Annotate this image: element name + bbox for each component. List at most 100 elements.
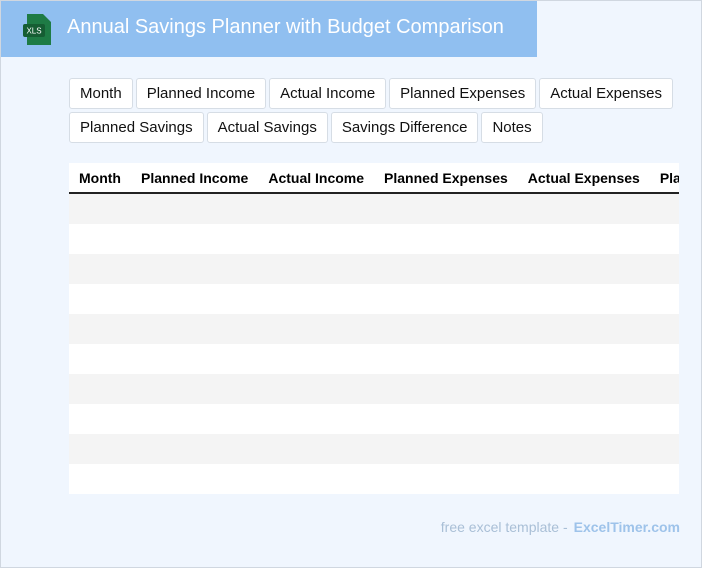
table-cell [517, 284, 650, 314]
table-cell [374, 314, 518, 344]
table-cell [517, 404, 650, 434]
table-cell [258, 314, 375, 344]
table-cell [517, 434, 650, 464]
column-header: Actual Income [258, 163, 375, 194]
table-cell [130, 254, 259, 284]
table-cell [258, 284, 375, 314]
table-cell [130, 404, 259, 434]
column-header: Actual Expenses [517, 163, 650, 194]
table: Month Planned Income Actual Income Planned … [69, 163, 679, 494]
table-cell [649, 434, 679, 464]
table-cell [130, 464, 259, 494]
table-cell [649, 193, 679, 224]
table-cell [130, 224, 259, 254]
field-chip[interactable]: Actual Savings [206, 112, 328, 143]
column-header: Month [69, 163, 131, 194]
table-cell [517, 464, 650, 494]
field-chip[interactable]: Planned Expenses [389, 78, 537, 109]
table-cell [130, 374, 259, 404]
table-cell [517, 224, 650, 254]
table-cell [374, 254, 518, 284]
table-cell [69, 464, 131, 494]
table-cell [69, 434, 131, 464]
table-cell [130, 314, 259, 344]
table-cell [649, 254, 679, 284]
table-cell [374, 193, 518, 224]
table-cell [258, 434, 375, 464]
table-cell [69, 284, 131, 314]
table-cell [258, 344, 375, 374]
table-cell [649, 344, 679, 374]
table-cell [649, 284, 679, 314]
table-cell [130, 284, 259, 314]
table-row [69, 344, 679, 374]
table-row [69, 374, 679, 404]
table-row [69, 464, 679, 494]
table-cell [258, 193, 375, 224]
table-cell [130, 344, 259, 374]
table-cell [374, 374, 518, 404]
column-header: Planned Income [130, 163, 259, 194]
table-row [69, 434, 679, 464]
field-chip[interactable]: Notes [481, 112, 543, 143]
table-row [69, 224, 679, 254]
table-cell [258, 404, 375, 434]
field-chip[interactable]: Savings Difference [330, 112, 479, 143]
title: Annual Savings Planner with Budget Compa… [67, 16, 504, 38]
table-cell [69, 344, 131, 374]
table-cell [374, 284, 518, 314]
table-cell [649, 374, 679, 404]
table-cell [69, 224, 131, 254]
footer: free excel template - ExcelTimer.com [441, 519, 680, 535]
footer-link[interactable]: ExcelTimer.com [573, 519, 680, 535]
table-cell [517, 193, 650, 224]
table-cell [130, 434, 259, 464]
table-cell [374, 434, 518, 464]
icon-label: XLS [26, 27, 41, 36]
table-cell [258, 374, 375, 404]
field-chip[interactable]: Planned Savings [69, 112, 204, 143]
field-chips: Month Planned Income Actual Income Planned … [69, 78, 679, 143]
table-cell [649, 314, 679, 344]
table-row [69, 284, 679, 314]
table-cell [517, 374, 650, 404]
table-cell [258, 224, 375, 254]
table-body [69, 193, 679, 494]
column-header: Planned Savings [649, 163, 679, 194]
table-container: Month Planned Income Actual Income Planned … [69, 163, 679, 494]
table-cell [649, 224, 679, 254]
table-cell [69, 314, 131, 344]
table-row [69, 254, 679, 284]
table-cell [517, 344, 650, 374]
table-cell [69, 193, 131, 224]
table-cell [517, 314, 650, 344]
table-cell [649, 464, 679, 494]
header-row: Month Planned Income Actual Income Planned … [69, 163, 679, 194]
table-cell [374, 404, 518, 434]
table-cell [649, 404, 679, 434]
table-cell [258, 464, 375, 494]
table-cell [69, 254, 131, 284]
table-row [69, 404, 679, 434]
table-cell [374, 464, 518, 494]
file-icon: XLS [23, 14, 51, 45]
column-header: Planned Expenses [374, 163, 518, 194]
icon-badge [23, 24, 45, 37]
table-cell [130, 193, 259, 224]
field-chip[interactable]: Month [69, 78, 133, 109]
table-cell [374, 344, 518, 374]
table-cell [69, 404, 131, 434]
table-cell [69, 374, 131, 404]
field-chip[interactable]: Actual Income [269, 78, 387, 109]
table-row [69, 193, 679, 224]
table-cell [517, 254, 650, 284]
footer-text: free excel template - [440, 519, 568, 535]
field-chip[interactable]: Actual Expenses [539, 78, 673, 109]
table-cell [258, 254, 375, 284]
table-row [69, 314, 679, 344]
table-cell [374, 224, 518, 254]
field-chip[interactable]: Planned Income [135, 78, 267, 109]
header-bar: XLS Annual Savings Planner with Budget C… [1, 1, 537, 57]
